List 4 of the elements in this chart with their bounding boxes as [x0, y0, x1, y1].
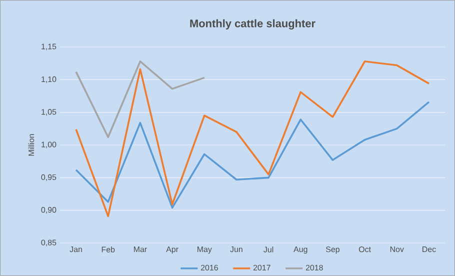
- line-series: [75, 60, 206, 138]
- chart-title: Monthly cattle slaughter: [190, 19, 316, 30]
- line-series: [75, 60, 430, 218]
- line-series: [75, 100, 430, 209]
